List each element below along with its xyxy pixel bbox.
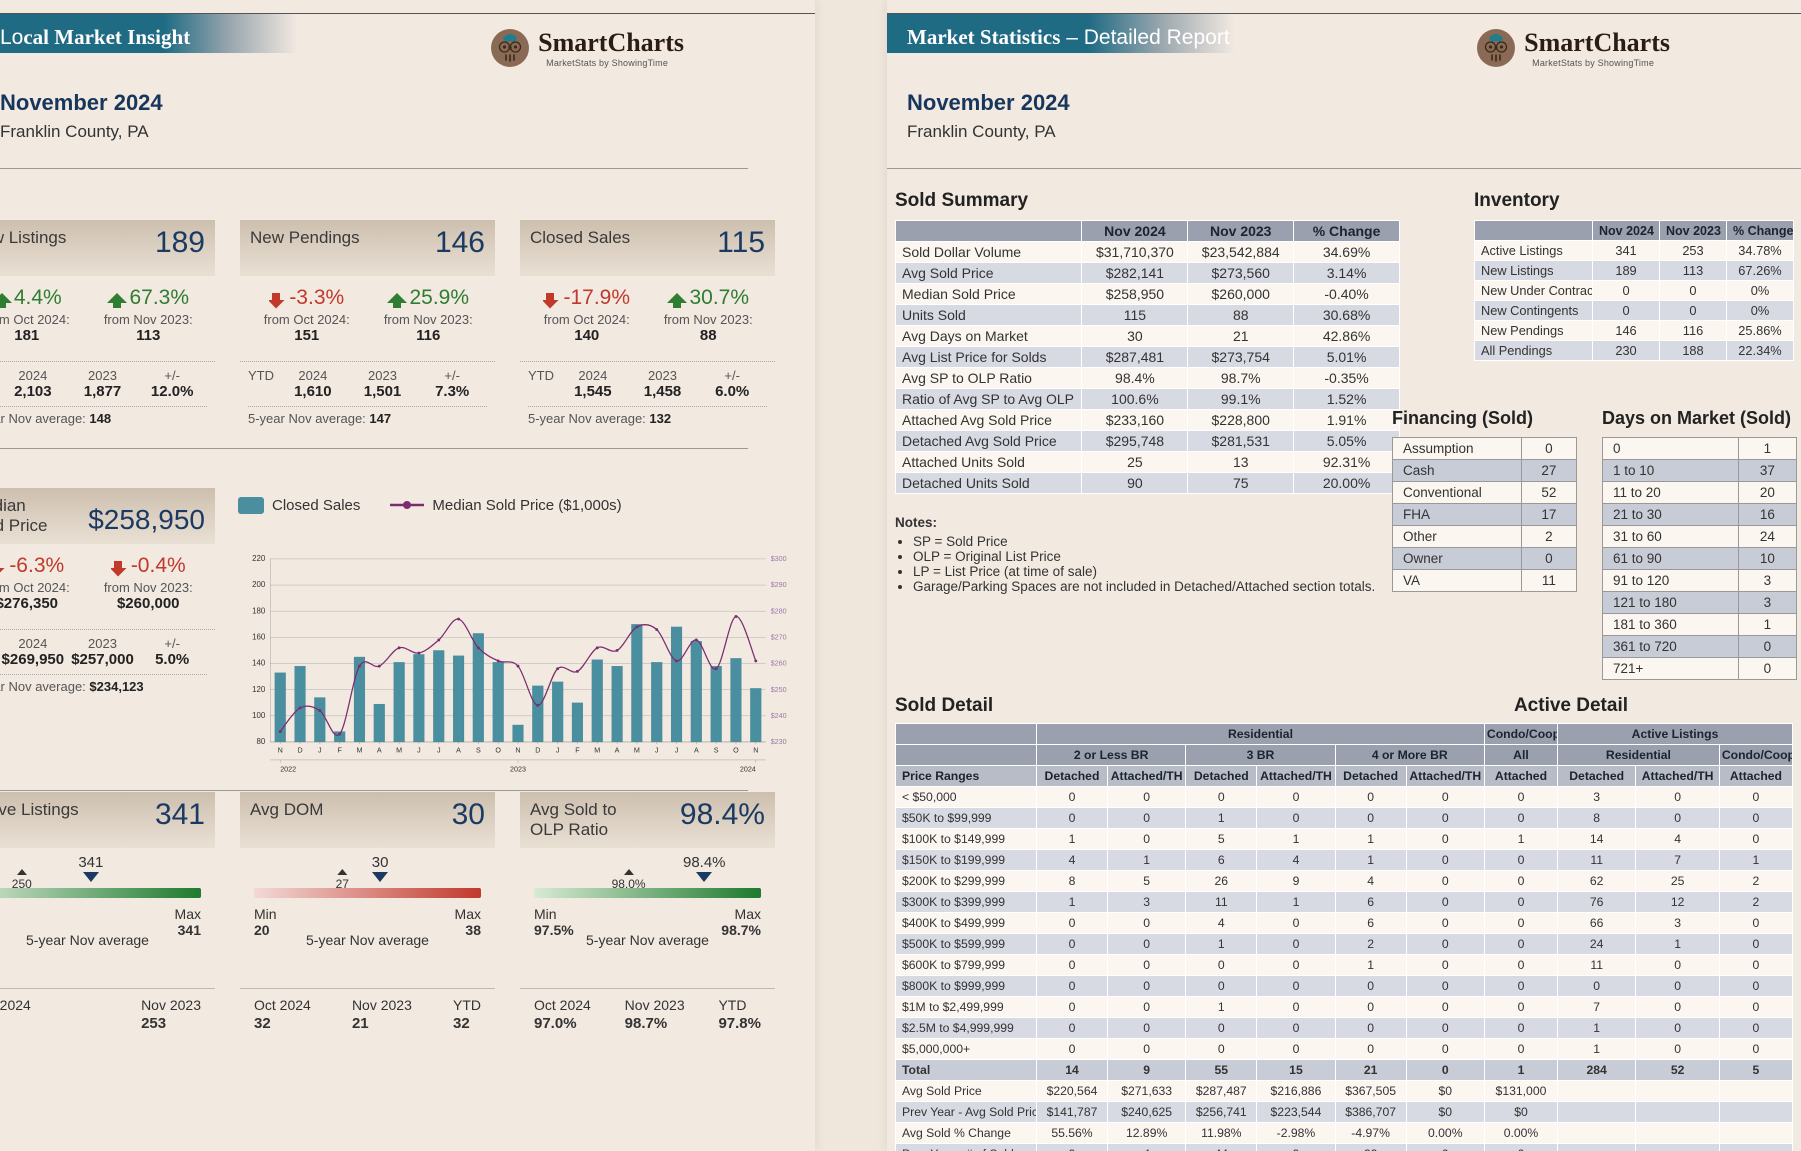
svg-text:N: N xyxy=(753,747,758,755)
svg-text:2022: 2022 xyxy=(280,765,296,773)
svg-text:$260: $260 xyxy=(771,660,787,668)
svg-text:M: M xyxy=(594,747,600,755)
svg-text:120: 120 xyxy=(252,685,266,694)
svg-text:S: S xyxy=(714,747,719,755)
svg-text:O: O xyxy=(733,747,739,755)
svg-text:J: J xyxy=(655,747,659,755)
svg-text:A: A xyxy=(694,747,699,755)
svg-text:A: A xyxy=(377,747,382,755)
svg-text:$270: $270 xyxy=(771,634,787,642)
svg-text:$280: $280 xyxy=(771,607,787,615)
svg-text:F: F xyxy=(337,747,342,755)
svg-text:$230: $230 xyxy=(771,738,787,746)
svg-text:$290: $290 xyxy=(771,581,787,589)
svg-text:N: N xyxy=(515,747,520,755)
svg-text:80: 80 xyxy=(257,737,266,746)
svg-text:200: 200 xyxy=(252,580,266,589)
svg-text:140: 140 xyxy=(252,659,266,668)
svg-text:O: O xyxy=(495,747,501,755)
svg-text:2024: 2024 xyxy=(740,765,756,773)
svg-text:$240: $240 xyxy=(771,712,787,720)
svg-text:M: M xyxy=(356,747,362,755)
svg-text:F: F xyxy=(575,747,580,755)
svg-text:M: M xyxy=(634,747,640,755)
svg-text:J: J xyxy=(417,747,421,755)
svg-text:D: D xyxy=(535,747,540,755)
svg-text:A: A xyxy=(615,747,620,755)
svg-text:180: 180 xyxy=(252,606,266,615)
svg-text:S: S xyxy=(476,747,481,755)
svg-text:J: J xyxy=(556,747,560,755)
svg-text:M: M xyxy=(396,747,402,755)
svg-text:220: 220 xyxy=(252,554,266,563)
svg-text:J: J xyxy=(318,747,322,755)
svg-text:J: J xyxy=(675,747,679,755)
svg-text:J: J xyxy=(437,747,441,755)
svg-text:100: 100 xyxy=(252,711,266,720)
svg-text:D: D xyxy=(297,747,302,755)
svg-text:$250: $250 xyxy=(771,686,787,694)
svg-text:2023: 2023 xyxy=(510,765,526,773)
svg-text:A: A xyxy=(456,747,461,755)
svg-text:160: 160 xyxy=(252,633,266,642)
svg-text:$300: $300 xyxy=(771,555,787,563)
svg-text:N: N xyxy=(278,747,283,755)
